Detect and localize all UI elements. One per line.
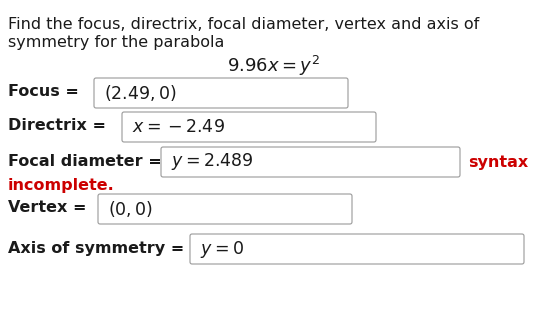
Text: Focus =: Focus = [8,85,84,100]
FancyBboxPatch shape [161,147,460,177]
Text: $(0,0)$: $(0,0)$ [108,199,153,219]
Text: syntax: syntax [468,154,528,170]
Text: Find the focus, directrix, focal diameter, vertex and axis of: Find the focus, directrix, focal diamete… [8,17,480,32]
Text: $y = 2.489$: $y = 2.489$ [171,152,254,172]
Text: $x = -2.49$: $x = -2.49$ [132,118,225,136]
FancyBboxPatch shape [122,112,376,142]
Text: $y = 0$: $y = 0$ [200,238,244,260]
FancyBboxPatch shape [98,194,352,224]
FancyBboxPatch shape [94,78,348,108]
FancyBboxPatch shape [190,234,524,264]
Text: Focal diameter =: Focal diameter = [8,153,167,169]
Text: Directrix =: Directrix = [8,119,112,133]
Text: Axis of symmetry =: Axis of symmetry = [8,241,190,256]
Text: incomplete.: incomplete. [8,178,115,193]
Text: $(2.49,0)$: $(2.49,0)$ [104,83,176,103]
Text: $9.96x = y^2$: $9.96x = y^2$ [227,54,321,78]
Text: symmetry for the parabola: symmetry for the parabola [8,35,224,50]
Text: Vertex =: Vertex = [8,200,92,216]
